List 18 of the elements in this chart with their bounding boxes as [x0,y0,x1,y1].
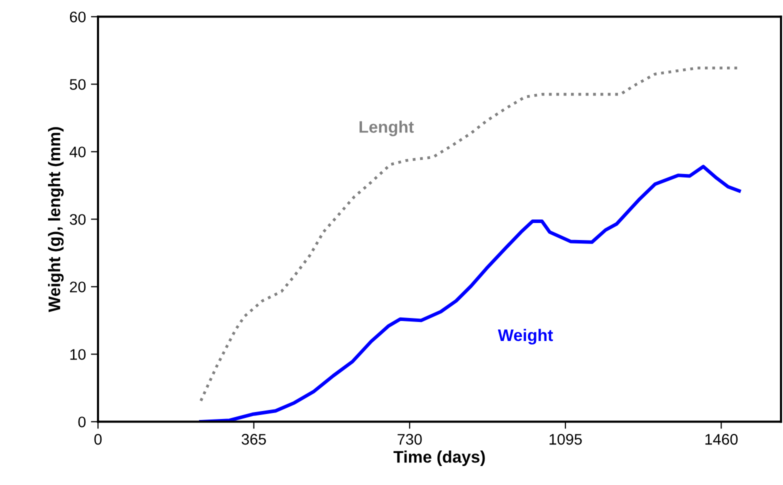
y-tick-label: 50 [70,79,86,90]
x-tick-label: 1460 [705,434,738,445]
y-tick-label: 30 [70,214,86,225]
x-tick-label: 1095 [550,434,582,445]
y-axis-title: Weight (g), lenght (mm) [48,127,64,312]
line-series [199,66,739,402]
y-tick-label: 10 [70,349,86,360]
y-tick-label: 20 [70,282,86,292]
text: Weight [498,328,553,344]
x-tick-label: 365 [242,434,266,445]
line-series [199,164,741,422]
y-tick-label: 60 [70,12,86,22]
x-tick-label: 730 [398,434,422,445]
y-tick-label: 0 [78,416,86,428]
x-axis-title: Time (days) [394,450,485,466]
x-tick-label: 0 [94,434,102,445]
series-label: Lenght [360,120,414,136]
y-tick-label: 40 [70,146,86,158]
